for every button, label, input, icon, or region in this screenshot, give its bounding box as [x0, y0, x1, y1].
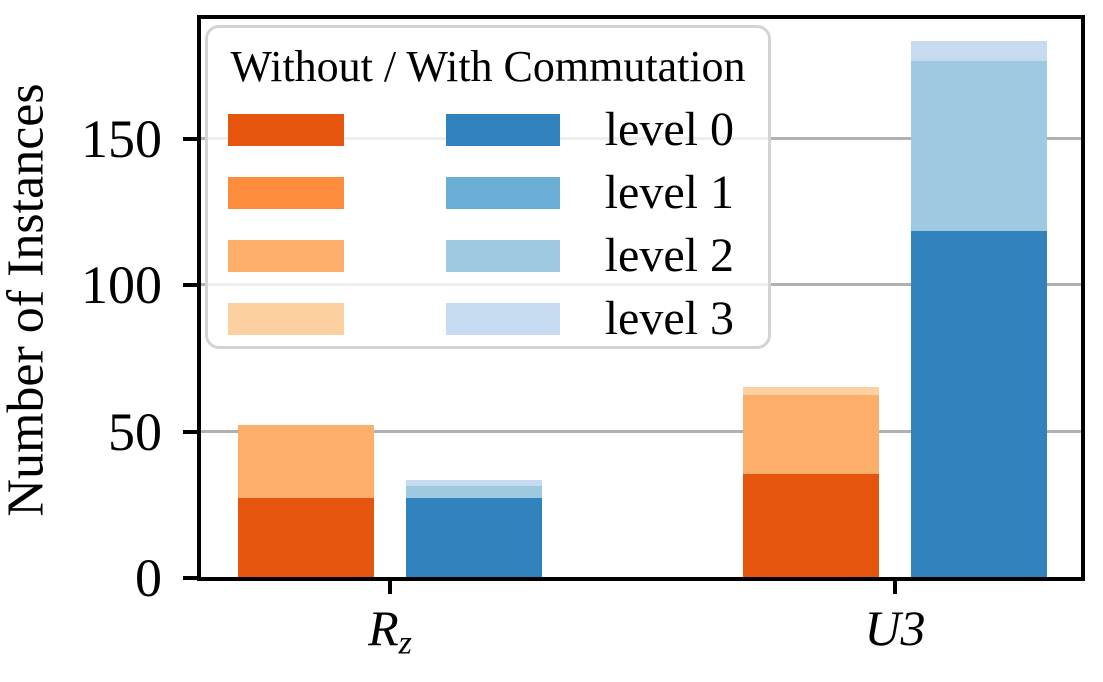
y-tick-mark-0: [183, 576, 197, 580]
legend-label-level-0: level 0: [604, 103, 734, 156]
legend-swatch-without-level-0: [228, 114, 344, 146]
legend-swatch-without-level-3: [228, 303, 344, 335]
plot-area: Without / With Commutation level 0 level …: [197, 15, 1085, 581]
x-tick-label-part: U: [864, 600, 901, 656]
plot-inner: Without / With Commutation level 0 level …: [201, 19, 1081, 577]
bar-Rz-without-level-0: [238, 497, 374, 577]
x-tick-label-part: 3: [900, 600, 926, 656]
bar-Rz-with-level-2: [406, 486, 542, 498]
bar-Rz-with-level-0: [406, 497, 542, 577]
gridline-50: [201, 429, 1081, 433]
legend-rows: level 0 level 1 level 2 level 3: [228, 106, 748, 343]
legend-swatch-with-level-0: [446, 114, 560, 146]
x-tick-label-U3: U3: [864, 598, 925, 658]
y-tick-label-100: 100: [81, 255, 162, 315]
y-tick-label-150: 150: [81, 108, 162, 169]
bar-U3-with-level-3: [911, 40, 1047, 62]
x-tick-label-part: z: [398, 624, 412, 662]
bar-Rz-with-level-3: [406, 480, 542, 487]
y-tick-label-0: 0: [135, 548, 162, 608]
legend-swatch-without-level-1: [228, 177, 344, 209]
bar-U3-with-level-0: [911, 231, 1047, 577]
y-tick-mark-50: [183, 429, 197, 434]
legend-swatch-without-level-2: [228, 240, 344, 272]
bar-U3-without-level-3: [743, 386, 879, 396]
bar-U3-with-level-2: [911, 61, 1047, 232]
legend-row-1: level 1: [228, 169, 748, 217]
legend-row-0: level 0: [228, 106, 748, 154]
legend-label-level-2: level 2: [604, 229, 734, 282]
bar-Rz-without-level-2: [238, 424, 374, 498]
y-tick-label-50: 50: [108, 401, 162, 462]
bars-layer: [201, 19, 1081, 577]
x-tick-label-Rz: Rz: [368, 598, 412, 674]
y-tick-mark-100: [183, 283, 197, 287]
x-tick-label-part: R: [368, 600, 399, 656]
legend-title: Without / With Commutation: [230, 42, 746, 91]
legend-row-2: level 2: [228, 232, 748, 280]
legend-label-level-1: level 1: [604, 166, 734, 219]
legend-row-3: level 3: [228, 295, 748, 343]
bar-U3-without-level-0: [743, 474, 879, 577]
legend-label-level-3: level 3: [604, 292, 734, 345]
y-tick-mark-150: [183, 136, 197, 141]
legend-swatch-with-level-3: [446, 303, 560, 335]
x-tick-mark-U3: [893, 581, 897, 594]
legend-swatch-with-level-2: [446, 240, 560, 272]
x-tick-mark-Rz: [388, 581, 392, 594]
legend-swatch-with-level-1: [446, 177, 560, 209]
bar-U3-without-level-2: [743, 395, 879, 475]
legend: Without / With Commutation level 0 level …: [205, 25, 771, 349]
